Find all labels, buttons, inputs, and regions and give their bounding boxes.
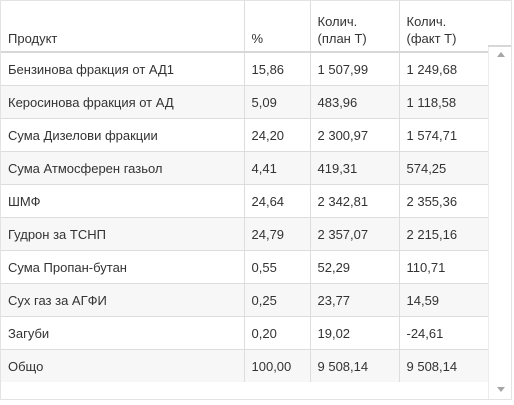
cell-fact: 1 574,71 [399, 118, 489, 152]
cell-plan: 52,29 [310, 250, 400, 284]
column-header-qty-fact-line2: (факт Т) [406, 31, 457, 46]
cell-fact: 2 215,16 [399, 217, 489, 251]
table-row[interactable]: ШМФ 24,64 2 342,81 2 355,36 [1, 184, 489, 218]
table-row[interactable]: Сух газ за АГФИ 0,25 23,77 14,59 [1, 283, 489, 317]
column-header-qty-plan-line2: (план Т) [317, 31, 367, 46]
cell-plan: 2 342,81 [310, 184, 400, 218]
column-header-qty-plan[interactable]: Колич. (план Т) [310, 1, 400, 53]
table-row[interactable]: Сума Пропан-бутан 0,55 52,29 110,71 [1, 250, 489, 284]
cell-plan: 2 357,07 [310, 217, 400, 251]
table-row[interactable]: Сума Атмосферен газьол 4,41 419,31 574,2… [1, 151, 489, 185]
column-header-percent[interactable]: % [244, 1, 311, 53]
cell-percent: 24,20 [244, 118, 311, 152]
cell-plan: 483,96 [310, 85, 400, 119]
column-header-qty-plan-line1: Колич. [317, 14, 358, 29]
arrow-down-icon[interactable] [497, 387, 505, 392]
cell-percent: 24,79 [244, 217, 311, 251]
header-row: Продукт % Колич. (план Т) Колич. (факт Т… [1, 1, 489, 53]
table-row[interactable]: Загуби 0,20 19,02 -24,61 [1, 316, 489, 350]
cell-product: Сума Дизелови фракции [1, 118, 245, 152]
data-grid: Продукт % Колич. (план Т) Колич. (факт Т… [1, 1, 489, 399]
table-row[interactable]: Гудрон за ТСНП 24,79 2 357,07 2 215,16 [1, 217, 489, 251]
column-header-product-label: Продукт [8, 31, 58, 46]
cell-product: Сух газ за АГФИ [1, 283, 245, 317]
column-header-product[interactable]: Продукт [1, 1, 245, 53]
cell-percent: 0,20 [244, 316, 311, 350]
cell-plan: 23,77 [310, 283, 400, 317]
header-corner [488, 1, 511, 47]
cell-plan: 419,31 [310, 151, 400, 185]
cell-product: ШМФ [1, 184, 245, 218]
cell-fact: 14,59 [399, 283, 489, 317]
cell-plan: 9 508,14 [310, 349, 400, 382]
cell-plan: 19,02 [310, 316, 400, 350]
cell-percent: 24,64 [244, 184, 311, 218]
cell-plan: 2 300,97 [310, 118, 400, 152]
cell-product: Сума Атмосферен газьол [1, 151, 245, 185]
cell-percent: 5,09 [244, 85, 311, 119]
cell-product: Общо [1, 349, 245, 382]
cell-fact: 1 118,58 [399, 85, 489, 119]
cell-percent: 15,86 [244, 52, 311, 86]
cell-fact: 1 249,68 [399, 52, 489, 86]
table-row[interactable]: Керосинова фракция от АД 5,09 483,96 1 1… [1, 85, 489, 119]
products-table: Продукт % Колич. (план Т) Колич. (факт Т… [1, 1, 489, 382]
cell-percent: 4,41 [244, 151, 311, 185]
cell-plan: 1 507,99 [310, 52, 400, 86]
cell-fact: 110,71 [399, 250, 489, 284]
cell-product: Гудрон за ТСНП [1, 217, 245, 251]
cell-fact: -24,61 [399, 316, 489, 350]
cell-percent: 100,00 [244, 349, 311, 382]
cell-fact: 9 508,14 [399, 349, 489, 382]
column-header-qty-fact[interactable]: Колич. (факт Т) [399, 1, 489, 53]
cell-product: Загуби [1, 316, 245, 350]
cell-product: Керосинова фракция от АД [1, 85, 245, 119]
cell-fact: 574,25 [399, 151, 489, 185]
table-row[interactable]: Бензинова фракция от АД1 15,86 1 507,99 … [1, 52, 489, 86]
vertical-scrollbar[interactable] [488, 47, 511, 399]
cell-percent: 0,55 [244, 250, 311, 284]
arrow-up-icon[interactable] [497, 52, 505, 57]
cell-percent: 0,25 [244, 283, 311, 317]
table-row[interactable]: Сума Дизелови фракции 24,20 2 300,97 1 5… [1, 118, 489, 152]
table-row-total[interactable]: Общо 100,00 9 508,14 9 508,14 [1, 349, 489, 382]
cell-product: Бензинова фракция от АД1 [1, 52, 245, 86]
cell-product: Сума Пропан-бутан [1, 250, 245, 284]
column-header-qty-fact-line1: Колич. [406, 14, 447, 29]
cell-fact: 2 355,36 [399, 184, 489, 218]
column-header-percent-label: % [251, 31, 264, 46]
